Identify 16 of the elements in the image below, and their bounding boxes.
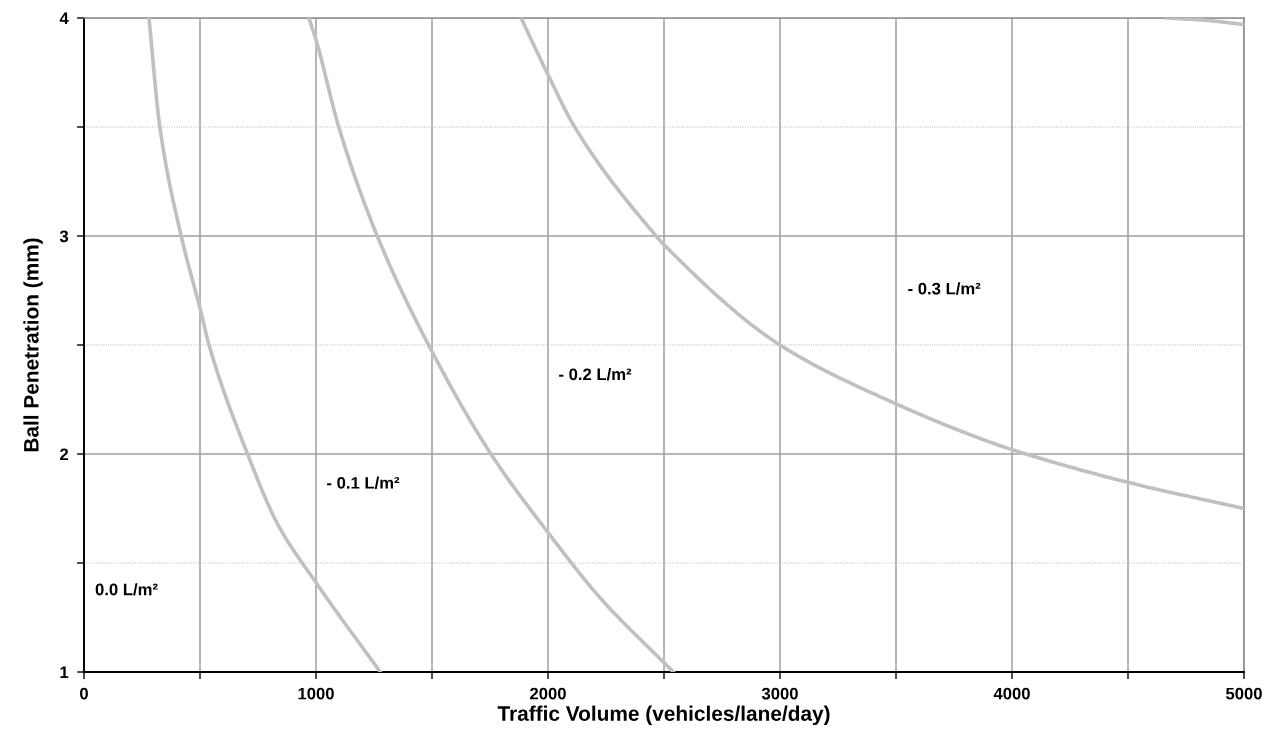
- annotation: - 0.1 L/m²: [327, 476, 400, 489]
- x-tick-label: 5000: [1225, 687, 1262, 700]
- annotation: - 0.2 L/m²: [559, 367, 632, 381]
- annotation: - 0.3 L/m²: [908, 282, 981, 295]
- x-tick-label: 3000: [761, 687, 798, 700]
- x-tick-label: 4000: [993, 687, 1030, 700]
- annotation: 0.0 L/m²: [95, 583, 158, 596]
- x-tick-label: 1000: [298, 687, 334, 700]
- y-tick-label: 4: [59, 12, 69, 25]
- y-tick-label: 3: [59, 230, 69, 243]
- y-tick-label: 2: [60, 448, 69, 461]
- x-tick-label: 2000: [530, 687, 566, 700]
- x-tick-label: 0: [80, 687, 88, 700]
- x-axis-title: Traffic Volume (vehicles/lane/day): [497, 705, 830, 726]
- y-axis-title: Ball Penetration (mm): [23, 238, 43, 452]
- y-tick-label: 1: [60, 666, 69, 679]
